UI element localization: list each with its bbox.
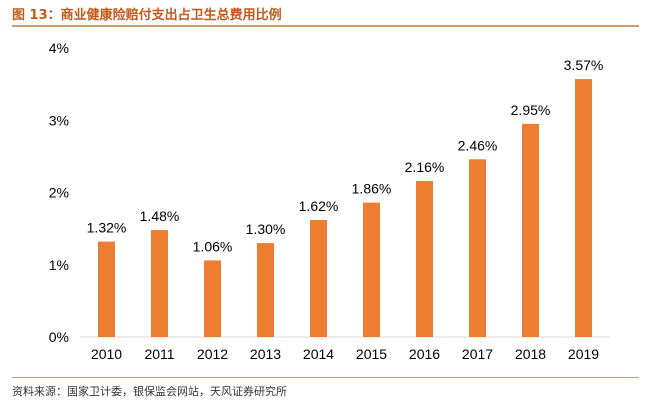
x-tick-label: 2013 [250, 346, 281, 362]
x-tick-label: 2011 [144, 346, 174, 362]
y-tick-label: 3% [49, 112, 69, 128]
y-tick-label: 1% [49, 257, 69, 273]
data-label: 3.57% [564, 57, 604, 73]
data-label: 1.62% [299, 198, 339, 214]
x-tick-label: 2015 [356, 346, 387, 362]
x-tick-label: 2010 [91, 346, 122, 362]
x-tick-label: 2012 [197, 346, 228, 362]
data-label: 1.30% [246, 221, 286, 237]
x-tick-label: 2017 [462, 346, 493, 362]
bar-2016 [416, 180, 433, 337]
chart-title: 图 13：商业健康险赔付支出占卫生总费用比例 [12, 8, 282, 23]
bar-2014 [310, 219, 327, 337]
y-tick-label: 0% [49, 329, 69, 345]
data-label: 2.95% [511, 102, 551, 118]
x-tick-label: 2019 [568, 346, 599, 362]
source-note: 资料来源：国家卫计委，银保监会网站，天风证券研究所 [12, 385, 287, 398]
x-tick-label: 2014 [303, 346, 334, 362]
data-label: 1.48% [140, 208, 180, 224]
data-label: 2.16% [405, 159, 445, 175]
x-tick-label: 2018 [515, 346, 546, 362]
y-tick-label: 2% [49, 185, 69, 201]
data-label: 1.32% [87, 220, 127, 236]
bar-2010 [98, 241, 115, 337]
bar-2018 [522, 123, 539, 337]
x-tick-label: 2016 [409, 346, 440, 362]
data-label: 1.06% [193, 238, 233, 254]
bar-2017 [469, 159, 486, 337]
data-label: 1.86% [352, 181, 392, 197]
bar-2013 [257, 243, 274, 337]
bar-2011 [151, 230, 168, 337]
bottom-divider [12, 377, 639, 378]
y-tick-label: 4% [49, 40, 69, 56]
top-divider [12, 25, 639, 27]
bar-2012 [204, 260, 221, 337]
bar-2019 [575, 79, 592, 337]
bar-2015 [363, 202, 380, 337]
data-label: 2.46% [458, 137, 498, 153]
